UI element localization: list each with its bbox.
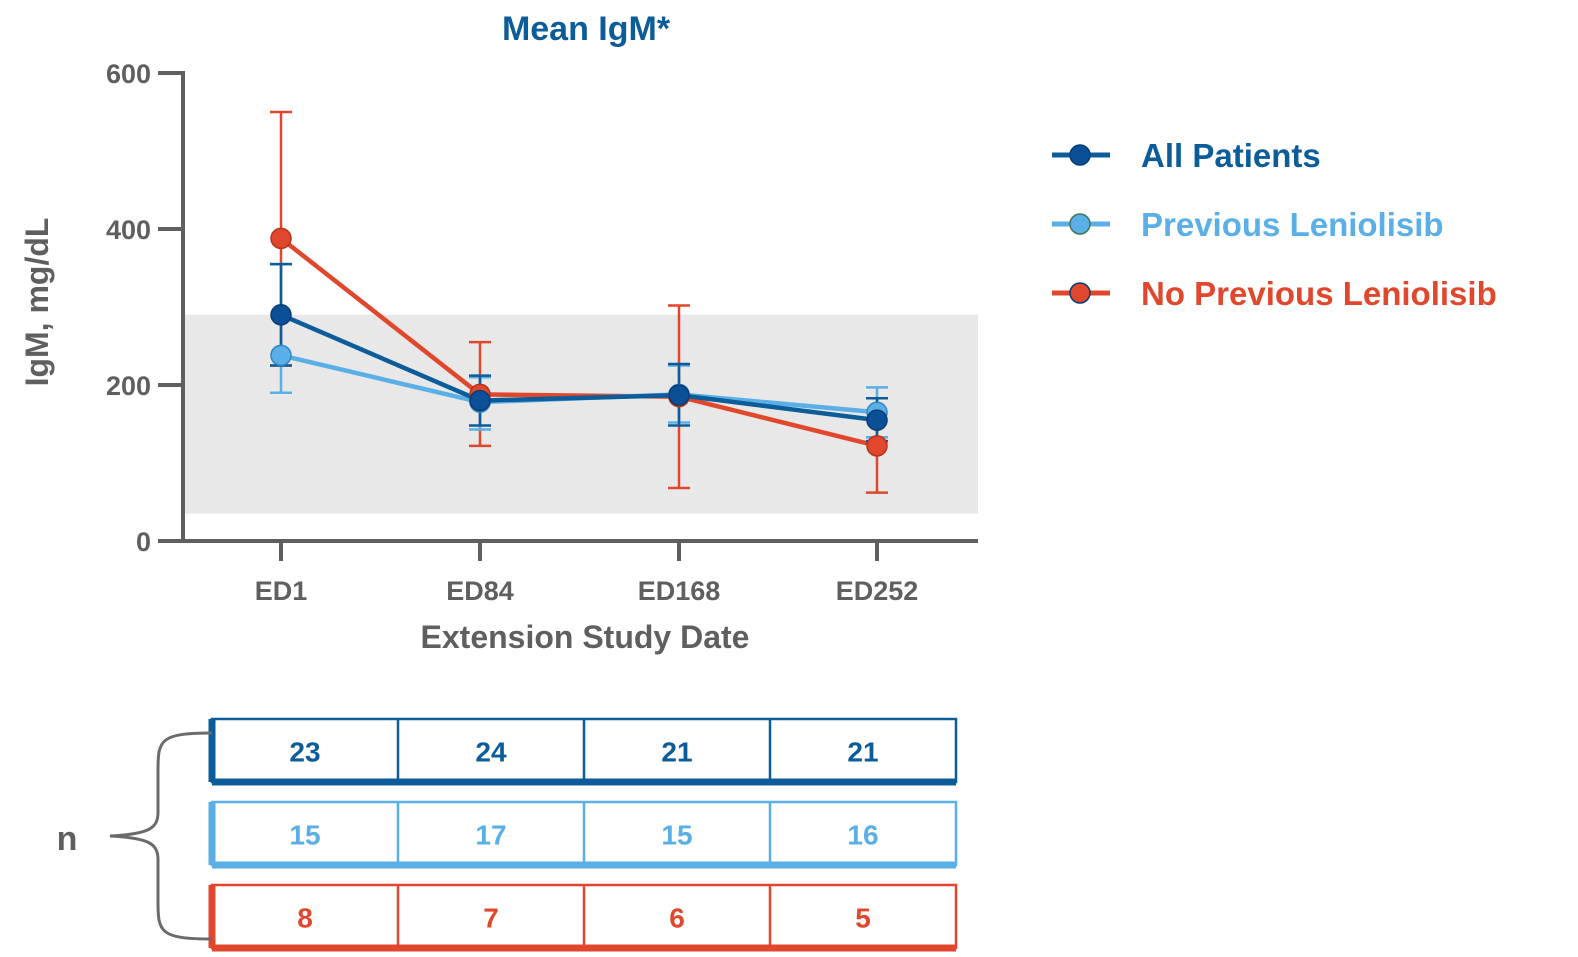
n-row: 23 24 21 21: [208, 717, 958, 786]
reference-band-rect: [183, 314, 978, 514]
legend-marker: [1069, 144, 1091, 166]
legend-marker: [1069, 213, 1091, 235]
y-tick-label: 400: [106, 215, 151, 245]
n-cell: 15: [661, 820, 692, 851]
data-point: [270, 344, 292, 367]
legend-entry: All Patients: [1052, 137, 1321, 174]
n-row: 8 7 6 5: [208, 883, 958, 952]
n-table: 23 24 21 21 15 17 15 16 8 7 6 5: [109, 717, 958, 952]
n-cell: 8: [297, 903, 313, 934]
n-cell: 21: [847, 737, 878, 768]
x-tick-label: ED1: [255, 576, 308, 606]
x-tick-label: ED84: [446, 576, 514, 606]
data-point: [866, 409, 888, 431]
n-cell: 24: [475, 737, 507, 768]
legend-label: Previous Leniolisib: [1141, 206, 1444, 243]
data-point: [866, 435, 888, 457]
x-tick-label: ED252: [836, 576, 919, 606]
n-cell: 16: [847, 820, 878, 851]
x-tick-label: ED168: [638, 576, 721, 606]
series-lines: [279, 236, 878, 449]
series-line: [279, 236, 878, 449]
data-point: [270, 304, 292, 326]
n-brace: [109, 731, 213, 941]
legend-entry: No Previous Leniolisib: [1052, 275, 1497, 312]
n-cell: 7: [483, 903, 499, 934]
axes: 0 200 400 600 ED1 ED84 ED168 ED252: [106, 59, 978, 606]
n-cell: 21: [661, 737, 692, 768]
n-cell: 23: [289, 737, 320, 768]
data-point: [270, 227, 292, 250]
y-axis-label: IgM, mg/dL: [19, 218, 55, 387]
n-cell: 17: [475, 820, 506, 851]
legend-label: All Patients: [1141, 137, 1321, 174]
data-point: [668, 384, 690, 406]
legend-marker: [1069, 282, 1091, 304]
y-tick-label: 0: [136, 527, 151, 557]
data-point: [469, 389, 491, 412]
series-line: [280, 312, 878, 423]
n-label: n: [57, 820, 78, 858]
n-cell: 6: [669, 903, 685, 934]
series-markers: [270, 227, 888, 457]
legend-label: No Previous Leniolisib: [1141, 275, 1497, 312]
n-row: 15 17 15 16: [208, 800, 958, 869]
n-cell: 15: [289, 820, 320, 851]
reference-range-band: [183, 314, 978, 514]
n-cell: 5: [855, 903, 871, 934]
y-tick-label: 200: [106, 371, 151, 401]
x-axis-label: Extension Study Date: [421, 619, 750, 655]
legend-entry: Previous Leniolisib: [1052, 206, 1444, 243]
y-tick-label: 600: [106, 59, 151, 89]
chart-title: Mean IgM*: [502, 10, 671, 48]
legend: All Patients Previous Leniolisib No Previo…: [1052, 137, 1497, 312]
